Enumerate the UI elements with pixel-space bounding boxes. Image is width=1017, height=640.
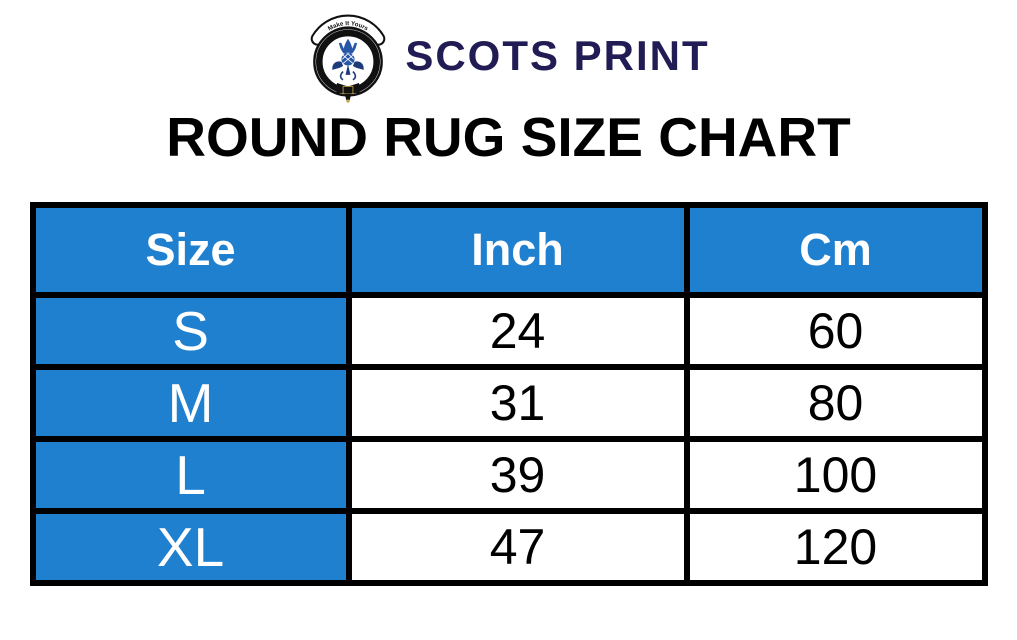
cm-cell: 100: [683, 436, 988, 514]
cm-cell: 120: [683, 508, 988, 586]
table-row-l: L 39 100: [29, 436, 988, 514]
thistle-icon: [332, 38, 365, 81]
belt-buckle: [336, 82, 361, 103]
table-row-s: S 24 60: [29, 292, 988, 370]
column-header-cm: Cm: [683, 202, 988, 298]
header-row: Size Inch Cm: [29, 202, 988, 298]
size-cell: L: [29, 436, 352, 514]
size-cell: S: [29, 292, 352, 370]
cm-cell: 80: [683, 364, 988, 442]
inch-cell: 47: [345, 508, 690, 586]
inch-cell: 39: [345, 436, 690, 514]
thistle-crest-icon: Make It Yours: [311, 14, 386, 103]
table-row-xl: XL 47 120: [29, 508, 988, 586]
column-header-inch: Inch: [345, 202, 690, 298]
size-cell: XL: [29, 508, 352, 586]
column-header-size: Size: [29, 202, 352, 298]
cm-cell: 60: [683, 292, 988, 370]
size-chart-table: Size Inch Cm S 24 60 M 31 80 L 39 100: [29, 202, 988, 586]
inch-cell: 24: [345, 292, 690, 370]
brand-name: SCOTS PRINT: [405, 32, 710, 79]
brand-header: Make It Yours: [0, 0, 1017, 103]
inch-cell: 31: [345, 364, 690, 442]
size-cell: M: [29, 364, 352, 442]
table-row-m: M 31 80: [29, 364, 988, 442]
page-title: ROUND RUG SIZE CHART: [166, 106, 851, 168]
